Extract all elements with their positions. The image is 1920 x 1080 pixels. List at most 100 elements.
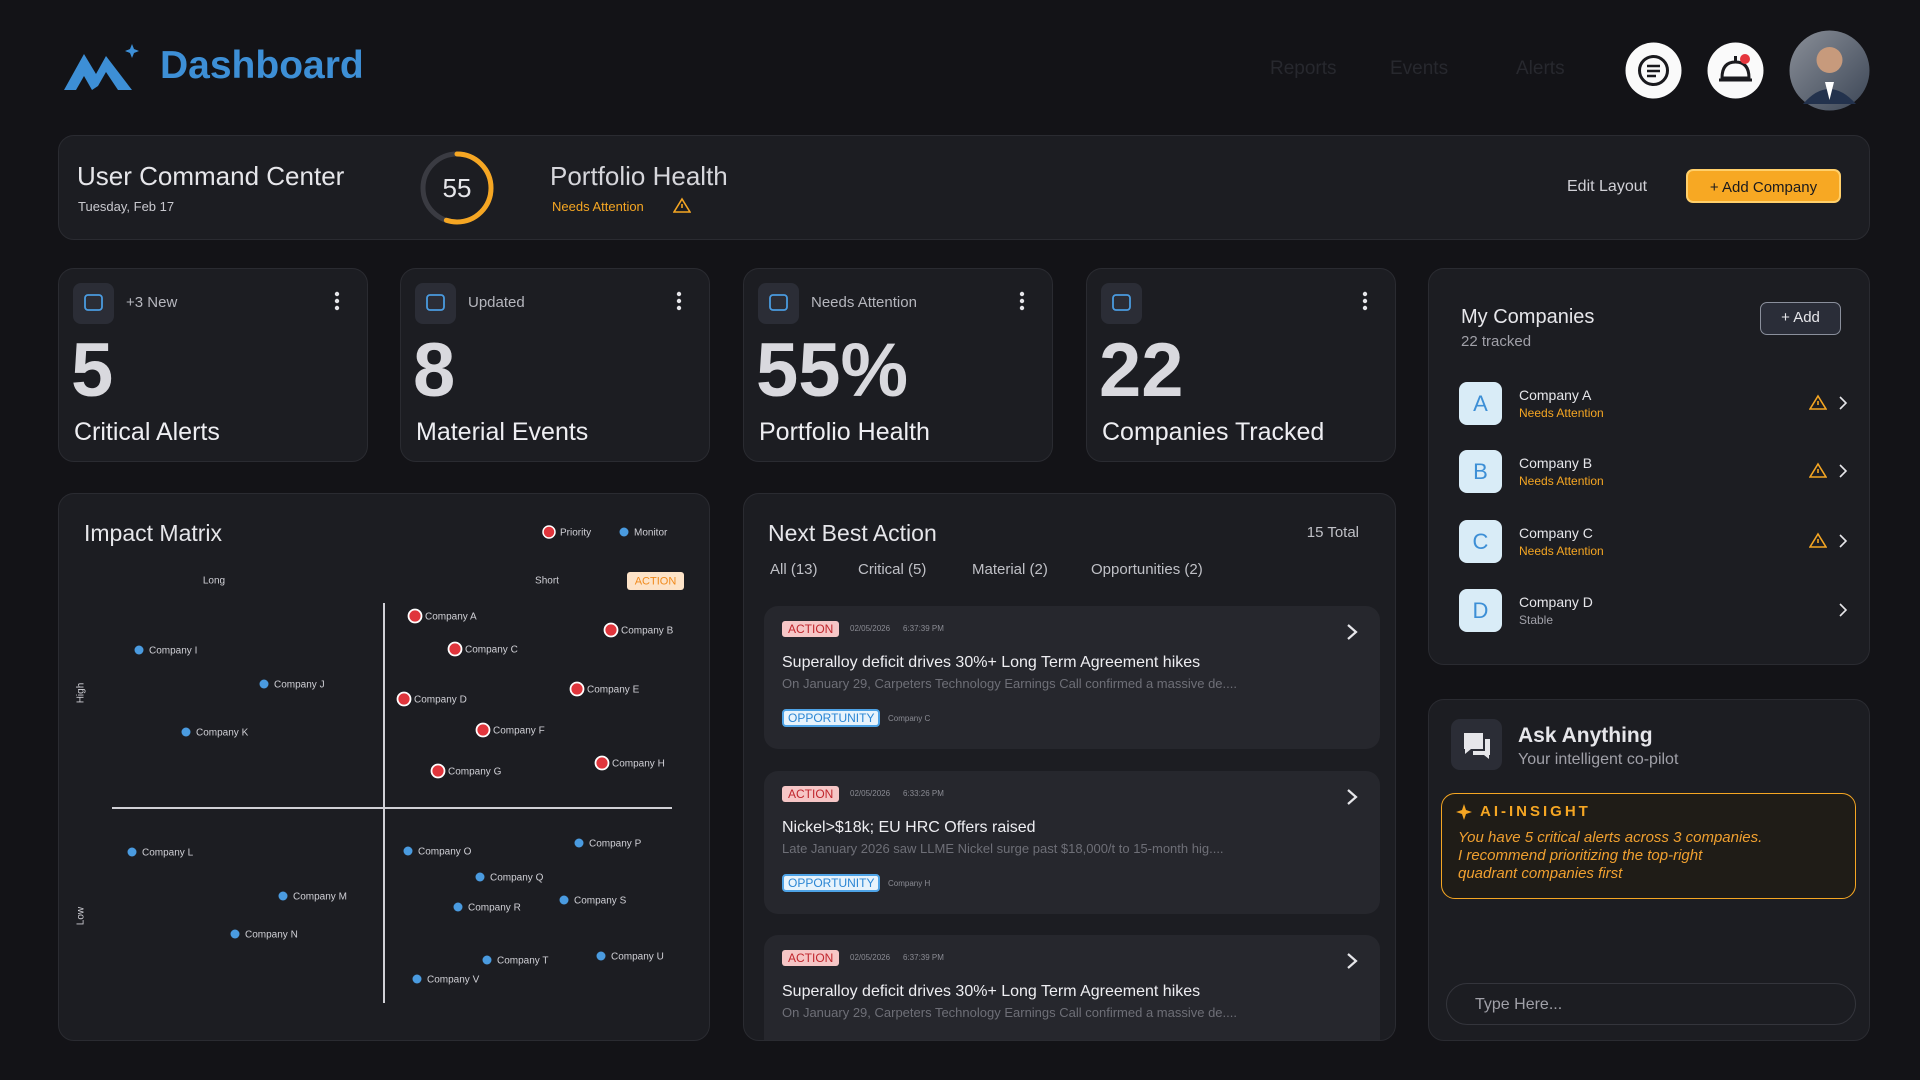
monitor-point[interactable] (475, 872, 485, 882)
stat-icon (1101, 283, 1142, 324)
chevron (1839, 603, 1848, 617)
company-avatar: C (1459, 520, 1502, 563)
action-badge: ACTION (782, 786, 840, 803)
monitor-point[interactable] (403, 846, 413, 856)
stat-tag: +3 New (126, 294, 178, 311)
item-title: Superalloy deficit drives 30%+ Long Term… (782, 983, 1201, 1000)
monitor-point[interactable] (181, 727, 191, 737)
filter-tab[interactable]: All (13) (770, 561, 818, 578)
more-menu[interactable] (1355, 291, 1375, 313)
action-item[interactable]: ACTION 02/05/2026 6:37:39 PM Superalloy def… (764, 935, 1380, 1040)
monitor-point[interactable] (259, 679, 269, 689)
company-status: Stable (1519, 613, 1554, 627)
icon-glyph (1112, 294, 1131, 311)
point-label: Company B (621, 626, 674, 637)
user-avatar[interactable] (1789, 30, 1870, 111)
legend-label: Priority (560, 528, 591, 539)
panel-title: Next Best Action (768, 520, 937, 546)
edit-layout[interactable]: Edit Layout (1567, 178, 1648, 195)
filter-tab[interactable]: Material (2) (972, 561, 1048, 578)
monitor-point[interactable] (127, 847, 137, 857)
more-menu[interactable] (669, 291, 689, 313)
priority-point[interactable] (569, 681, 585, 697)
chat-input[interactable]: Type Here... (1446, 983, 1856, 1025)
logo[interactable] (62, 40, 142, 94)
warning-icon (1809, 394, 1827, 410)
company-name: Company D (1519, 594, 1593, 610)
company-avatar: B (1459, 450, 1502, 493)
stat-card[interactable]: 22 Companies Tracked (1086, 268, 1396, 462)
warning-glyph (1809, 394, 1827, 410)
chevron-glyph (1347, 789, 1358, 805)
icon-bg (1101, 283, 1142, 324)
add-company-button[interactable]: + Add Company (1686, 169, 1841, 203)
monitor-point[interactable] (278, 891, 288, 901)
insight-text: You have 5 critical alerts across 3 comp… (1458, 829, 1763, 846)
chevron (1347, 953, 1358, 969)
item-description: On January 29, Carpeters Technology Earn… (782, 1005, 1237, 1020)
nav-link[interactable]: Alerts (1516, 58, 1565, 79)
priority-point[interactable] (407, 608, 423, 624)
menu-dot (1362, 305, 1368, 311)
next-best-action: Next Best Action 15 Total All (13) Critic… (743, 493, 1396, 1041)
matrix-plot: Priority Monitor Long Short ACTION High Low Com… (76, 525, 684, 1003)
monitor-point[interactable] (230, 929, 240, 939)
menu-dot (1019, 291, 1025, 297)
add-button[interactable]: + Add (1760, 302, 1841, 335)
stat-tag: Needs Attention (811, 294, 917, 311)
monitor-point[interactable] (559, 895, 569, 905)
point-label: Company A (425, 612, 477, 623)
stat-value: 8 (413, 328, 456, 413)
stat-card[interactable]: Needs Attention 55% Portfolio Health (743, 268, 1053, 462)
priority-point[interactable] (430, 763, 446, 779)
more-menu[interactable] (1012, 291, 1032, 313)
monitor-point[interactable] (412, 974, 422, 984)
monitor-point[interactable] (596, 951, 606, 961)
stat-card[interactable]: Updated 8 Material Events (400, 268, 710, 462)
command-center: User Command Center Tuesday, Feb 17 55 P… (58, 135, 1870, 240)
stat-card[interactable]: +3 New 5 Critical Alerts (58, 268, 368, 462)
menu-dot (1362, 291, 1368, 297)
company-row[interactable]: B Company B Needs Attention (1429, 445, 1869, 497)
point-label: Company F (493, 726, 545, 737)
stat-label: Critical Alerts (74, 418, 220, 446)
nav-link[interactable]: Events (1390, 58, 1449, 79)
icon-glyph (769, 294, 788, 311)
point-label: Company D (414, 695, 467, 706)
company-row[interactable]: C Company C Needs Attention (1429, 515, 1869, 567)
company-row[interactable]: D Company D Stable (1429, 584, 1869, 636)
more-menu[interactable] (327, 291, 347, 313)
monitor-point[interactable] (453, 902, 463, 912)
priority-point[interactable] (594, 755, 610, 771)
item-company: Company H (888, 879, 931, 888)
stat-icon (415, 283, 456, 324)
gauge-value: 55 (443, 173, 472, 203)
nav-link[interactable]: Reports (1270, 58, 1337, 79)
monitor-point[interactable] (482, 955, 492, 965)
monitor-point[interactable] (134, 645, 144, 655)
priority-point[interactable] (447, 641, 463, 657)
menu-dot (676, 298, 682, 304)
filter-tab[interactable]: Critical (5) (858, 561, 927, 578)
priority-point[interactable] (396, 691, 412, 707)
point-label: Company P (589, 839, 642, 850)
company-row[interactable]: A Company A Needs Attention (1429, 377, 1869, 429)
health-status: Needs Attention (552, 199, 644, 214)
insight-title: AI-INSIGHT (1480, 803, 1591, 820)
action-item[interactable]: ACTION 02/05/2026 6:37:39 PM Superalloy def… (764, 606, 1380, 749)
priority-point[interactable] (603, 622, 619, 638)
priority-point[interactable] (475, 722, 491, 738)
chevron (1347, 789, 1358, 805)
action-item[interactable]: ACTION 02/05/2026 6:33:26 PM Nickel>$18k; E… (764, 771, 1380, 914)
company-status: Needs Attention (1519, 406, 1604, 420)
filter-tab[interactable]: Opportunities (2) (1091, 561, 1203, 578)
monitor-point[interactable] (574, 838, 584, 848)
messages-button[interactable] (1625, 42, 1682, 99)
chevron-glyph (1839, 396, 1848, 410)
notifications-button[interactable] (1707, 42, 1764, 99)
stat-label: Companies Tracked (1102, 418, 1325, 446)
menu-dot (676, 291, 682, 297)
stat-icon (73, 283, 114, 324)
panel-title: My Companies (1461, 306, 1595, 328)
